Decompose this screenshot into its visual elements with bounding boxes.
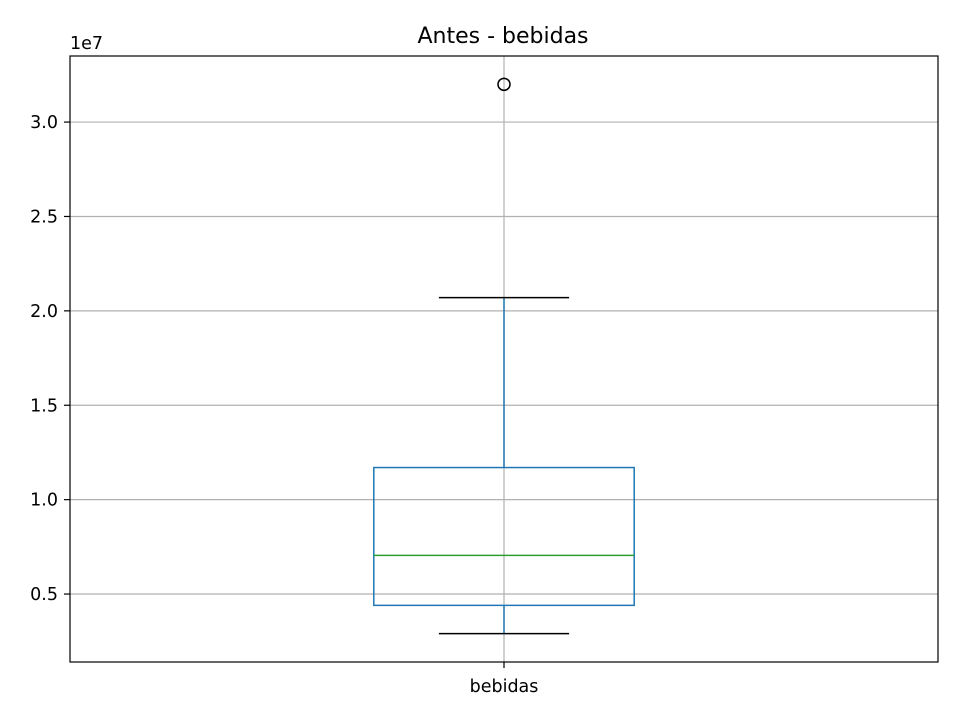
interquartile-box <box>373 466 635 607</box>
y-tick-label: 3.0 <box>30 113 58 133</box>
box-bebidas <box>373 77 635 635</box>
axes-layer: 0.5 1.0 1.5 2.0 2.5 3.0 bebidas <box>30 113 538 697</box>
y-tick-label: 2.0 <box>30 302 58 322</box>
x-tick-label: bebidas <box>470 677 539 697</box>
y-axis-offset-label: 1e7 <box>70 34 103 54</box>
y-tick-label: 2.5 <box>30 207 58 227</box>
outlier-point <box>497 77 511 92</box>
boxes-layer <box>373 77 635 635</box>
chart-title: Antes - bebidas <box>417 24 588 49</box>
y-tick-label: 1.5 <box>30 396 58 416</box>
y-tick-label: 0.5 <box>30 585 58 605</box>
y-tick-label: 1.0 <box>30 491 58 511</box>
